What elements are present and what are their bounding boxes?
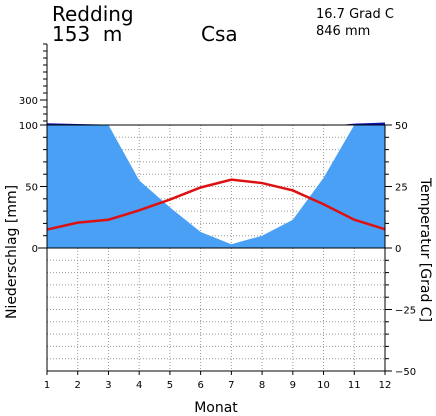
precipitation-series: [47, 122, 385, 248]
x-tick-label: 10: [317, 380, 330, 391]
x-tick-label: 7: [228, 380, 234, 391]
annual-precipitation: 846 mm: [316, 24, 370, 39]
x-tick-label: 8: [259, 380, 265, 391]
y-axis-label-left: Niederschlag [mm]: [4, 185, 20, 319]
left-tick-label: 0: [32, 244, 38, 255]
precipitation-excess: [354, 122, 385, 125]
x-axis-label: Monat: [194, 400, 238, 416]
x-tick-label: 1: [44, 380, 50, 391]
left-tick-label: 300: [19, 96, 38, 107]
x-tick-label: 2: [75, 380, 81, 391]
temperature-line: [46, 178, 386, 231]
station-elevation: 153 m: [52, 22, 122, 46]
temperature-series: [46, 178, 386, 231]
right-tick-label: 0: [395, 244, 401, 255]
x-tick-label: 6: [197, 380, 203, 391]
precipitation-area: [47, 125, 385, 248]
x-tick-label: 5: [167, 380, 173, 391]
right-tick-label: −50: [395, 367, 416, 378]
right-tick-label: −25: [395, 306, 416, 317]
right-tick-label: 50: [395, 121, 408, 132]
right-tick-label: 25: [395, 183, 408, 194]
left-tick-label: 100: [19, 121, 38, 132]
x-tick-label: 3: [105, 380, 111, 391]
x-tick-label: 12: [379, 380, 392, 391]
x-tick-label: 9: [290, 380, 296, 391]
annual-temperature: 16.7 Grad C: [316, 7, 394, 22]
left-tick-label: 50: [25, 183, 38, 194]
y-axis-label-right: Temperatur [Grad C]: [417, 177, 433, 322]
station-name: Redding: [52, 2, 134, 26]
x-tick-label: 11: [348, 380, 361, 391]
x-tick-label: 4: [136, 380, 142, 391]
climate-class: Csa: [201, 22, 238, 46]
